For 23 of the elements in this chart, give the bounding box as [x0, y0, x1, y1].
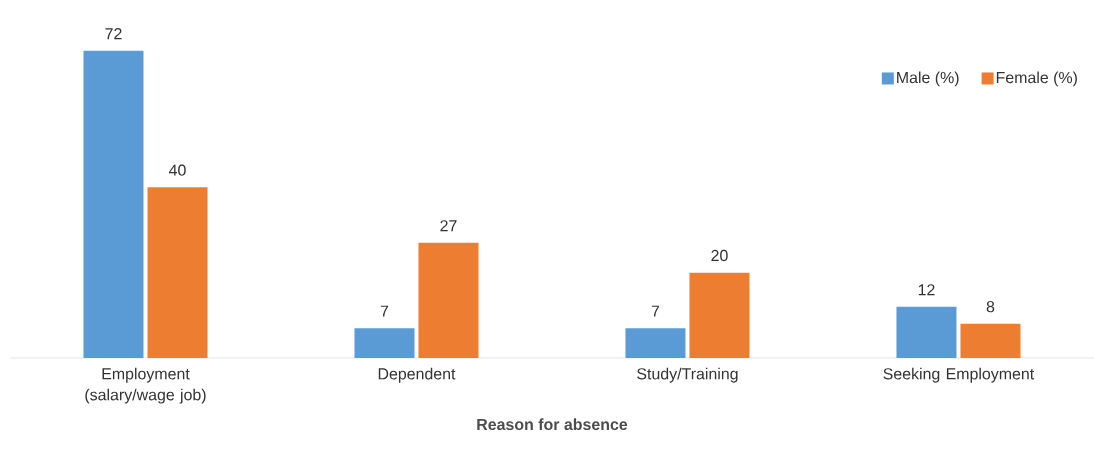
bar [83, 50, 144, 358]
bar [896, 306, 957, 358]
legend-label: Male (%) [897, 71, 959, 87]
legend-label: Female (%) [996, 71, 1077, 87]
data-label: 12 [918, 284, 935, 296]
bar [960, 323, 1021, 358]
x-tick-label: Seeking Employment [883, 367, 1035, 383]
bar [689, 272, 750, 358]
data-label: 20 [711, 249, 728, 262]
x-tick-label: Dependent [378, 367, 456, 383]
data-label: 40 [168, 164, 186, 176]
bar [625, 328, 686, 358]
bar [354, 328, 415, 358]
data-label: 7 [380, 305, 389, 317]
bar [418, 242, 479, 358]
data-label: 27 [440, 220, 457, 232]
bar [147, 187, 208, 358]
data-label: 72 [105, 28, 122, 40]
data-label: 7 [651, 305, 660, 317]
x-tick-label: Employment (salary/wage job) [85, 367, 206, 404]
data-label: 8 [986, 301, 995, 313]
x-axis-title: Reason for absence [477, 418, 628, 431]
x-tick-label: Study/Training [637, 367, 738, 383]
